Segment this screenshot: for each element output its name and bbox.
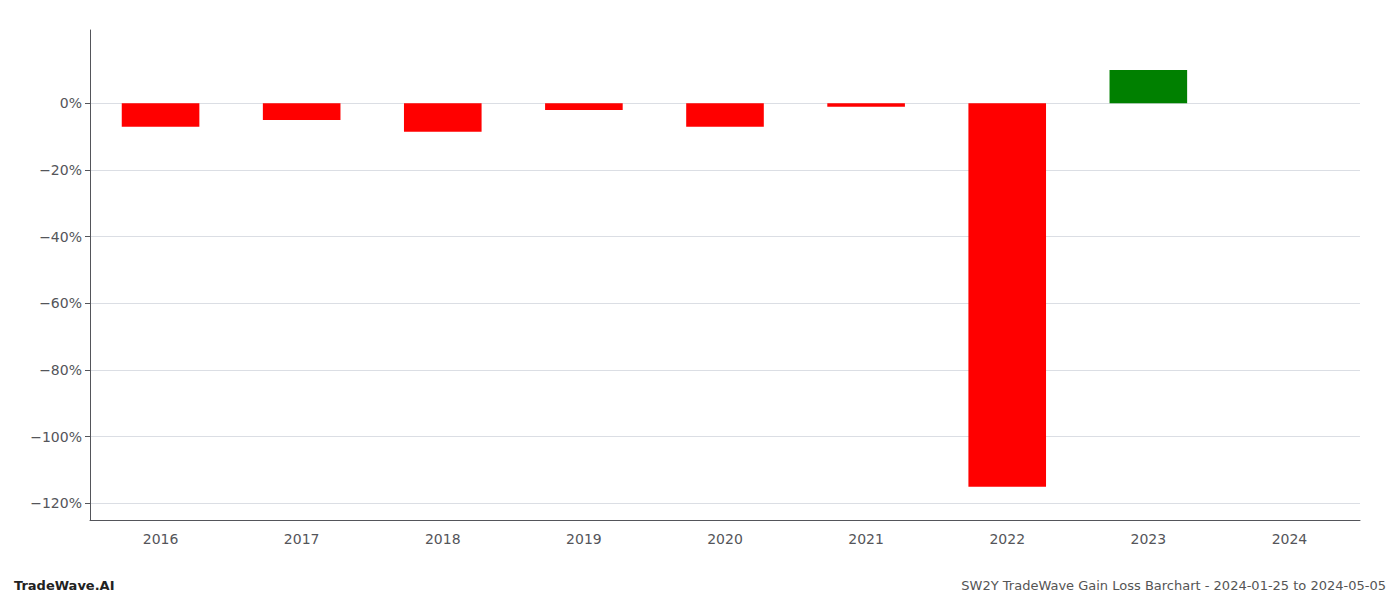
svg-text:2021: 2021 [848, 531, 884, 547]
svg-text:−40%: −40% [39, 229, 82, 245]
svg-text:TradeWave.AI: TradeWave.AI [14, 578, 115, 593]
svg-text:2016: 2016 [143, 531, 179, 547]
svg-text:2023: 2023 [1131, 531, 1167, 547]
svg-text:2017: 2017 [284, 531, 320, 547]
svg-text:2019: 2019 [566, 531, 602, 547]
svg-text:−120%: −120% [30, 495, 82, 511]
svg-text:2022: 2022 [989, 531, 1025, 547]
svg-text:−60%: −60% [39, 295, 82, 311]
svg-text:2018: 2018 [425, 531, 461, 547]
svg-text:−80%: −80% [39, 362, 82, 378]
svg-text:0%: 0% [60, 95, 82, 111]
svg-text:2020: 2020 [707, 531, 743, 547]
svg-text:−20%: −20% [39, 162, 82, 178]
svg-text:2024: 2024 [1272, 531, 1308, 547]
svg-text:−100%: −100% [30, 429, 82, 445]
svg-text:SW2Y TradeWave Gain Loss Barch: SW2Y TradeWave Gain Loss Barchart - 2024… [961, 578, 1386, 593]
